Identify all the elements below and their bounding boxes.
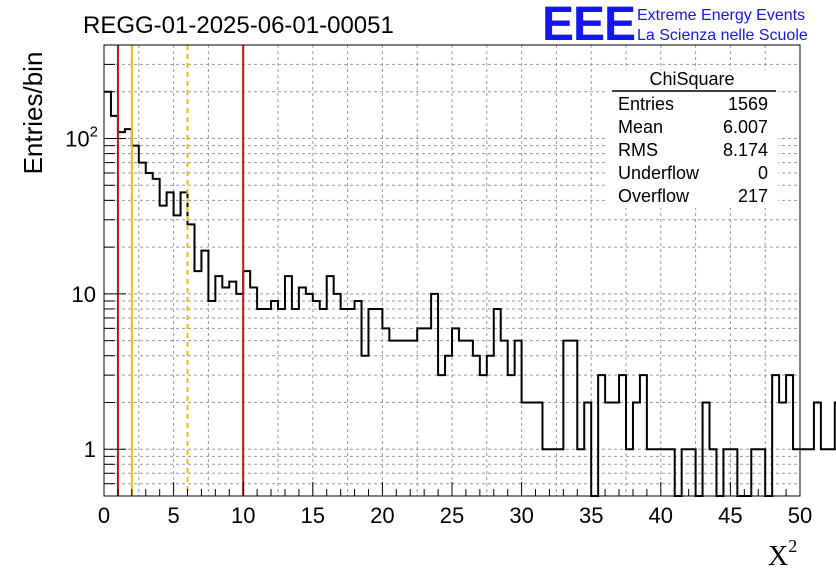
x-tick-label: 40: [649, 503, 673, 528]
stats-box: ChiSquare Entries 1569 Mean 6.007 RMS 8.174 Un…: [608, 69, 778, 208]
y-tick-label: 10: [72, 282, 96, 307]
x-tick-label: 25: [440, 503, 464, 528]
stats-box-background: [608, 70, 778, 208]
stats-row-value: 1569: [728, 94, 768, 114]
ylabel-group: Entries/bin: [18, 52, 48, 175]
logo-line-1: Extreme Energy Events: [637, 7, 805, 24]
x-tick-label: 45: [718, 503, 742, 528]
stats-row-label: Overflow: [618, 186, 690, 206]
x-axis-label-group: X2: [768, 536, 797, 572]
x-tick-label: 15: [301, 503, 325, 528]
x-tick-label: 20: [370, 503, 394, 528]
stats-row-label: Mean: [618, 117, 663, 137]
stats-row-label: Entries: [618, 94, 674, 114]
y-tick-label: 102: [65, 124, 98, 152]
stats-row-value: 8.174: [723, 140, 768, 160]
stats-row-label: Underflow: [618, 163, 700, 183]
y-tick-label-base: 10: [65, 127, 89, 152]
x-tick-label: 5: [167, 503, 179, 528]
stats-title: ChiSquare: [649, 69, 734, 89]
x-axis-label: X2: [768, 536, 797, 572]
x-tick-label: 35: [579, 503, 603, 528]
x-tick-label: 30: [509, 503, 533, 528]
histogram-line: [104, 90, 836, 497]
histogram: [104, 90, 836, 497]
y-tick-label: 1: [84, 437, 96, 462]
x-tick-label: 0: [98, 503, 110, 528]
stats-row-label: RMS: [618, 140, 658, 160]
stats-row-value: 6.007: [723, 117, 768, 137]
stats-row-value: 217: [738, 186, 768, 206]
x-axis-label-sup: 2: [788, 536, 797, 556]
chart-title: REGG-01-2025-06-01-00051: [83, 12, 394, 39]
eee-logo: EEE: [542, 0, 635, 51]
x-tick-label: 50: [788, 503, 812, 528]
reference-lines: [116, 45, 245, 496]
stats-row-value: 0: [758, 163, 768, 183]
y-tick-label-exp: 2: [90, 124, 98, 141]
x-axis-label-base: X: [768, 541, 788, 572]
logo-line-2: La Scienza nelle Scuole: [637, 27, 808, 44]
y-axis-label: Entries/bin: [18, 52, 48, 175]
x-tick-label: 10: [231, 503, 255, 528]
eee-logo-group: EEE Extreme Energy Events La Scienza nel…: [542, 0, 808, 51]
